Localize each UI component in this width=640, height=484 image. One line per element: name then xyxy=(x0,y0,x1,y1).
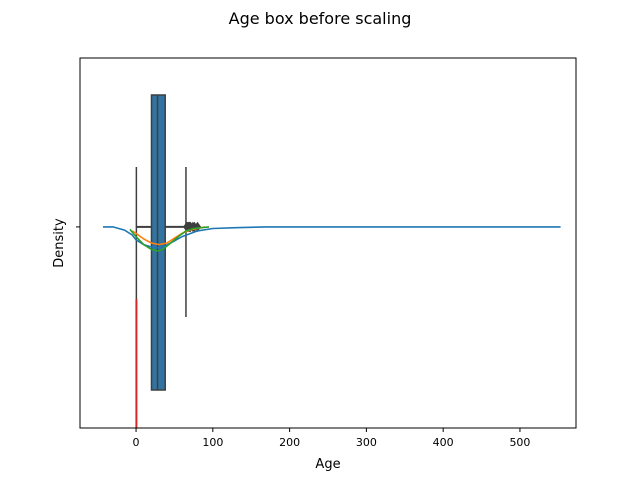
density-curve-3 xyxy=(129,226,210,252)
y-axis-label: Density xyxy=(52,218,67,268)
x-tick-label: 200 xyxy=(279,436,300,449)
x-axis: 0 100 200 300 400 500 xyxy=(133,428,530,449)
x-axis-label: Age xyxy=(315,457,340,472)
plot-frame xyxy=(79,57,577,429)
box-body xyxy=(150,94,166,391)
chart-title: Age box before scaling xyxy=(229,9,412,28)
x-tick-label: 500 xyxy=(509,436,530,449)
x-tick-label: 300 xyxy=(356,436,377,449)
x-tick-label: 400 xyxy=(433,436,454,449)
x-tick-label: 100 xyxy=(202,436,223,449)
x-tick-label: 0 xyxy=(133,436,140,449)
